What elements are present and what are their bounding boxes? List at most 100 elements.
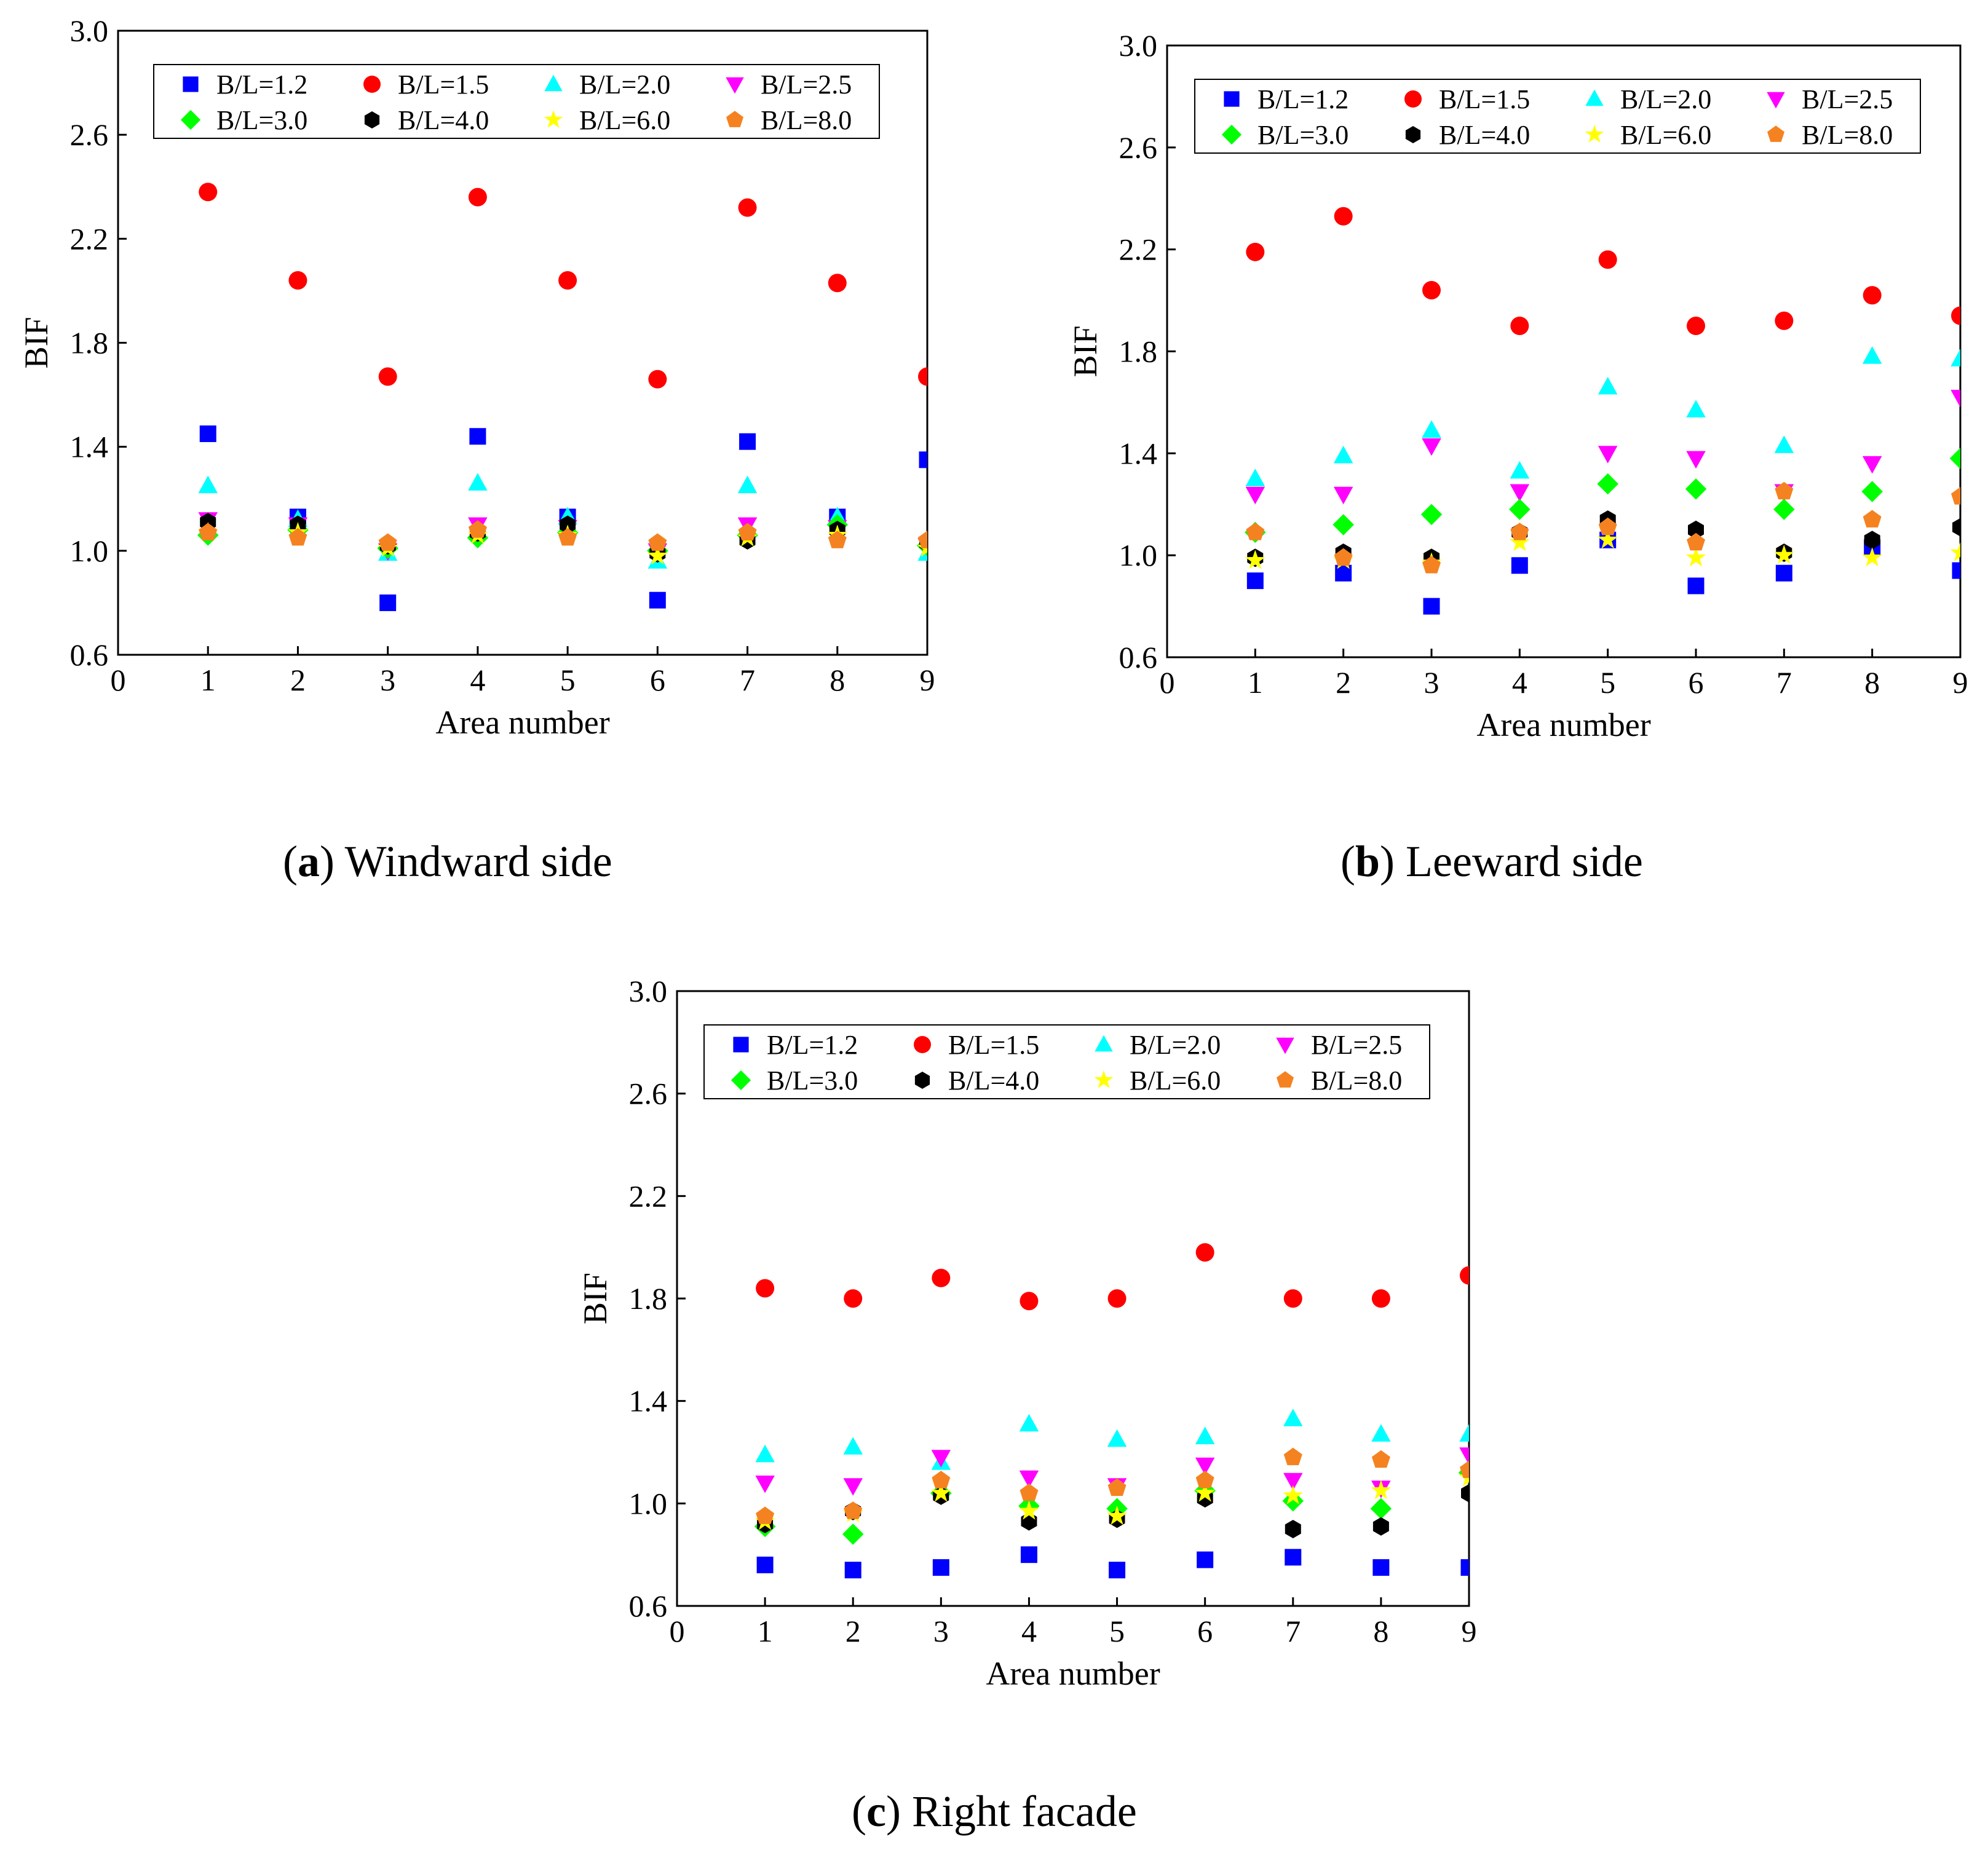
y-tick-label: 2.2 <box>629 1179 668 1213</box>
x-tick-label: 3 <box>380 663 395 697</box>
legend-marker <box>914 1036 931 1053</box>
caption-b-text: Leeward side <box>1406 837 1643 886</box>
x-tick-label: 5 <box>560 663 576 697</box>
data-point-b-l-2-0 <box>1019 1413 1039 1432</box>
legend-marker <box>733 1037 749 1053</box>
legend-label: B/L=2.0 <box>579 69 670 100</box>
data-point-b-l-1-5 <box>1510 317 1529 336</box>
data-point-b-l-1-5 <box>1107 1289 1127 1308</box>
data-point-b-l-1-5 <box>1775 311 1794 330</box>
y-tick-label: 1.4 <box>1119 436 1158 470</box>
y-tick-label: 3.0 <box>70 14 109 48</box>
x-tick-label: 6 <box>1197 1614 1213 1648</box>
x-tick-label: 1 <box>200 663 216 697</box>
legend: B/L=1.2 B/L=1.5 B/L=2.0 B/L=2.5 B/L=3.0 B/L=4… <box>1194 79 1921 154</box>
x-tick-label: 7 <box>740 663 755 697</box>
data-point-b-l-2-5 <box>1333 486 1353 505</box>
data-point-b-l-1-2 <box>756 1556 774 1573</box>
data-point-b-l-1-2 <box>1687 577 1705 595</box>
chart-svg-right-facade: 0.6 1.0 1.4 1.8 2.2 2.6 3.0 0 1 2 3 4 5 6 7 8 9 Area numb… <box>577 974 1477 1692</box>
data-point-b-l-2-0 <box>468 473 488 491</box>
caption-b-letter: b <box>1355 837 1380 886</box>
data-point-b-l-8-0 <box>1775 481 1794 500</box>
data-point-b-l-8-0 <box>378 533 397 551</box>
y-tick-label: 2.2 <box>1119 232 1158 267</box>
legend-marker <box>364 111 380 128</box>
legend-marker <box>1767 125 1784 142</box>
legend-marker <box>183 76 199 92</box>
x-axis-label: Area number <box>435 704 609 741</box>
data-point-b-l-3-0 <box>842 1524 864 1545</box>
legend-label: B/L=3.0 <box>216 105 307 135</box>
x-tick-label: 1 <box>758 1614 773 1648</box>
data-point-b-l-1-2 <box>199 425 216 443</box>
data-point-b-l-2-0 <box>1598 377 1618 395</box>
x-tick-label: 4 <box>470 663 485 697</box>
data-point-b-l-6-0 <box>1107 1505 1127 1525</box>
caption-b: (b) Leeward side <box>1341 837 1643 886</box>
x-tick-label: 0 <box>111 663 126 697</box>
data-point-b-l-2-0 <box>1862 346 1882 364</box>
legend-marker <box>363 76 381 93</box>
data-point-b-l-1-5 <box>378 367 397 386</box>
y-axis-label: BIF <box>577 1273 614 1324</box>
data-point-b-l-8-0 <box>1460 1460 1469 1478</box>
data-point-b-l-6-0 <box>1598 529 1618 549</box>
data-point-b-l-2-0 <box>1107 1429 1127 1447</box>
data-point-b-l-6-0 <box>1245 550 1265 569</box>
y-tick-label: 2.6 <box>70 117 109 152</box>
caption-c: (c) Right facade <box>852 1787 1137 1836</box>
data-point-b-l-1-5 <box>1246 242 1265 261</box>
data-point-b-l-2-0 <box>1510 461 1530 479</box>
x-tick-label: 6 <box>650 663 665 697</box>
legend: B/L=1.2 B/L=1.5 B/L=2.0 B/L=2.5 B/L=3.0 B/L=4… <box>153 64 880 139</box>
legend-label: B/L=4.0 <box>1439 120 1530 150</box>
caption-c-letter: c <box>866 1787 886 1836</box>
data-points <box>754 1243 1469 1579</box>
x-tick-label: 9 <box>1953 665 1968 700</box>
data-point-b-l-1-5 <box>918 367 927 386</box>
data-point-b-l-1-5 <box>648 370 667 389</box>
data-point-b-l-1-2 <box>1423 598 1440 615</box>
legend-label: B/L=1.5 <box>398 69 489 100</box>
x-tick-label: 2 <box>290 663 306 697</box>
data-point-b-l-1-5 <box>1460 1266 1469 1285</box>
data-point-b-l-8-0 <box>1107 1478 1127 1496</box>
legend-label: B/L=3.0 <box>1257 120 1348 150</box>
data-point-b-l-1-5 <box>288 271 307 290</box>
data-point-b-l-3-0 <box>1949 448 1960 469</box>
legend-marker <box>1404 90 1422 108</box>
x-tick-label: 5 <box>1600 665 1615 700</box>
data-point-b-l-1-2 <box>649 591 666 609</box>
data-point-b-l-2-0 <box>755 1444 775 1463</box>
legend-label: B/L=8.0 <box>1802 120 1893 150</box>
legend-label: B/L=8.0 <box>1311 1065 1402 1096</box>
data-point-b-l-4-0 <box>1952 518 1960 537</box>
legend-label: B/L=2.0 <box>1620 84 1711 114</box>
y-tick-label: 1.0 <box>70 534 109 568</box>
data-point-b-l-4-0 <box>1864 531 1880 550</box>
legend-marker <box>914 1072 930 1089</box>
data-point-b-l-3-0 <box>1597 473 1618 495</box>
data-point-b-l-1-2 <box>1952 562 1960 579</box>
legend-marker <box>1094 1070 1114 1088</box>
legend-marker <box>1585 89 1604 106</box>
y-tick-label: 1.0 <box>629 1486 668 1520</box>
data-point-b-l-1-5 <box>844 1289 863 1308</box>
data-point-b-l-8-0 <box>1863 510 1882 528</box>
data-point-b-l-2-5 <box>755 1476 775 1493</box>
data-point-b-l-2-5 <box>1686 451 1706 469</box>
data-point-b-l-2-5 <box>931 1450 951 1468</box>
data-point-b-l-8-0 <box>1246 523 1265 540</box>
legend-marker <box>1276 1037 1294 1054</box>
data-point-b-l-8-0 <box>1687 532 1705 551</box>
data-point-b-l-8-0 <box>288 528 307 546</box>
data-point-b-l-4-0 <box>1461 1484 1469 1503</box>
data-point-b-l-2-0 <box>1422 420 1441 438</box>
data-point-b-l-8-0 <box>1195 1471 1214 1488</box>
data-point-b-l-1-2 <box>1335 564 1352 582</box>
data-point-b-l-3-0 <box>1773 499 1795 520</box>
data-point-b-l-1-5 <box>1283 1289 1302 1308</box>
x-tick-label: 5 <box>1109 1614 1125 1648</box>
data-point-b-l-1-2 <box>1109 1562 1126 1579</box>
